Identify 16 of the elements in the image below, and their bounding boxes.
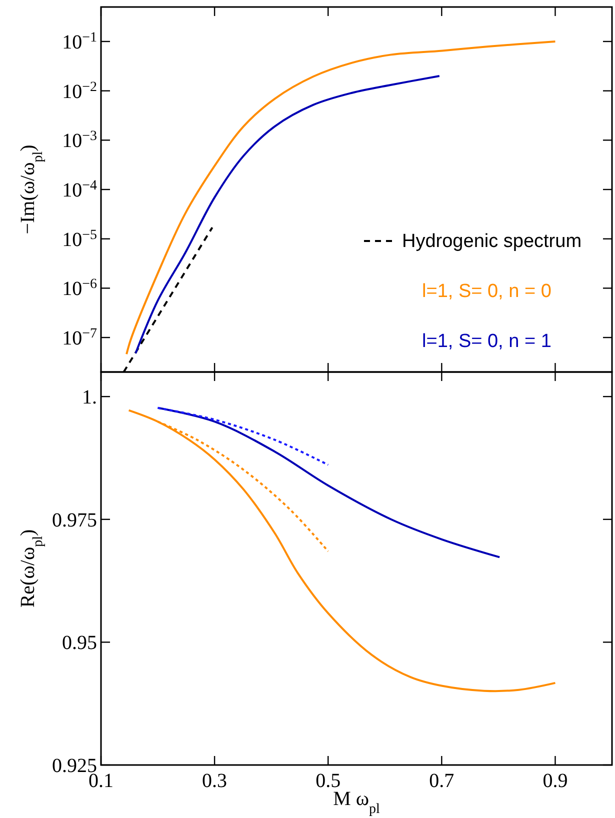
text: l=1, S= 0, n = 0	[422, 281, 552, 302]
y-tick-label: 10$^{−1}$	[62, 30, 97, 54]
y-tick-label: 10$^{−6}$	[62, 276, 97, 300]
y-tick-label: 0.95	[62, 632, 97, 654]
y-tick-label: 10$^{−2}$	[62, 79, 97, 103]
y-tick-label: 1.	[82, 386, 97, 409]
text: l=1, S= 0, n = 1	[422, 331, 552, 352]
y-tick-label: 10$^{−7}$	[62, 326, 97, 350]
y-tick-label: 10$^{−5}$	[62, 227, 97, 251]
x-tick-label: 0.9	[542, 770, 568, 792]
x-tick-label: 0.3	[202, 770, 228, 792]
y-tick-label: 10$^{−4}$	[62, 178, 97, 202]
y-tick-label: 10$^{−3}$	[62, 128, 97, 152]
y-tick-label: 0.975	[52, 509, 97, 532]
legend-label: Hydrogenic spectrum	[402, 231, 582, 252]
x-tick-label: 0.7	[429, 770, 454, 792]
